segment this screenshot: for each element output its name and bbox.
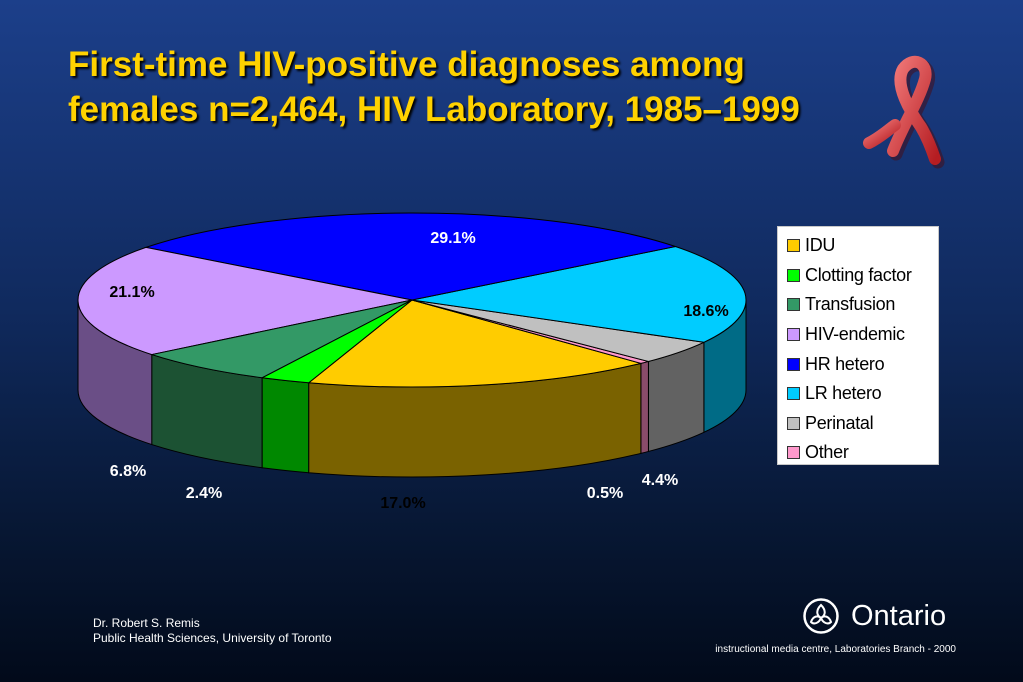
slide-title: First-time HIV-positive diagnoses among … — [68, 42, 868, 132]
pie-label-other: 0.5% — [587, 485, 623, 502]
pie-label-clotting-factor: 2.4% — [186, 485, 222, 502]
legend-swatch — [787, 328, 800, 342]
legend-item-hiv-endemic: HIV-endemic — [787, 320, 938, 350]
pie-slice-lr-hetero — [411, 245, 747, 343]
pie-side-clotting-factor — [261, 377, 310, 474]
slide-title-line-1: First-time HIV-positive diagnoses among — [68, 45, 745, 84]
legend-label: Perinatal — [805, 412, 874, 433]
legend-item-clotting-factor: Clotting factor — [787, 261, 938, 291]
legend-swatch — [787, 239, 800, 253]
credit-author: Dr. Robert S. Remis — [93, 616, 200, 630]
legend-item-other: Other — [787, 438, 938, 468]
legend-label: HIV-endemic — [805, 324, 905, 345]
legend-swatch — [787, 416, 800, 430]
pie-slice-hr-hetero — [143, 212, 678, 301]
legend-label: Other — [805, 442, 849, 463]
legend-swatch — [787, 357, 800, 371]
legend-item-idu: IDU — [787, 231, 938, 261]
pie-side-other — [640, 360, 649, 454]
aids-ribbon-icon — [863, 55, 945, 169]
pie-tops — [77, 212, 747, 388]
ontario-trillium-logo-icon — [803, 598, 839, 634]
legend-swatch — [787, 268, 800, 282]
legend-label: Transfusion — [805, 294, 896, 315]
legend-swatch — [787, 298, 800, 312]
pie-slice-clotting-factor — [260, 299, 413, 384]
pie-slice-idu — [307, 299, 643, 388]
pie-data-labels: 17.0% 0.5% 4.4% 18.6% 29.1% 21.1% 6.8% 2.4% — [109, 230, 728, 512]
pie-label-idu: 17.0% — [380, 495, 425, 512]
pie-label-hr-hetero: 29.1% — [430, 230, 475, 247]
legend-label: Clotting factor — [805, 264, 912, 285]
ontario-wordmark: Ontario — [851, 600, 947, 632]
legend-swatch — [787, 446, 800, 460]
pie-label-hiv-endemic: 21.1% — [109, 284, 154, 301]
legend-label: IDU — [805, 235, 836, 256]
pie-slice-hiv-endemic — [77, 246, 413, 356]
legend-label: HR hetero — [805, 353, 885, 374]
chart-legend: IDU Clotting factor Transfusion HIV-endemic… — [777, 226, 939, 465]
pie-sides — [77, 299, 747, 478]
legend-item-lr-hetero: LR hetero — [787, 379, 938, 409]
legend-label: LR hetero — [805, 383, 882, 404]
pie-slice-transfusion — [149, 299, 413, 379]
slide-title-line-2: females n=2,464, HIV Laboratory, 1985–19… — [68, 90, 800, 129]
legend-item-transfusion: Transfusion — [787, 290, 938, 320]
pie-label-lr-hetero: 18.6% — [683, 303, 728, 320]
legend-item-hr-hetero: HR hetero — [787, 349, 938, 379]
pie-label-perinatal: 4.4% — [642, 472, 678, 489]
pie-label-transfusion: 6.8% — [110, 463, 146, 480]
credit-affiliation: Public Health Sciences, University of To… — [93, 631, 332, 645]
credit-block: Dr. Robert S. Remis Public Health Scienc… — [93, 616, 332, 646]
footer-note: instructional media centre, Laboratories… — [715, 644, 956, 655]
legend-item-perinatal: Perinatal — [787, 409, 938, 439]
legend-swatch — [787, 387, 800, 401]
